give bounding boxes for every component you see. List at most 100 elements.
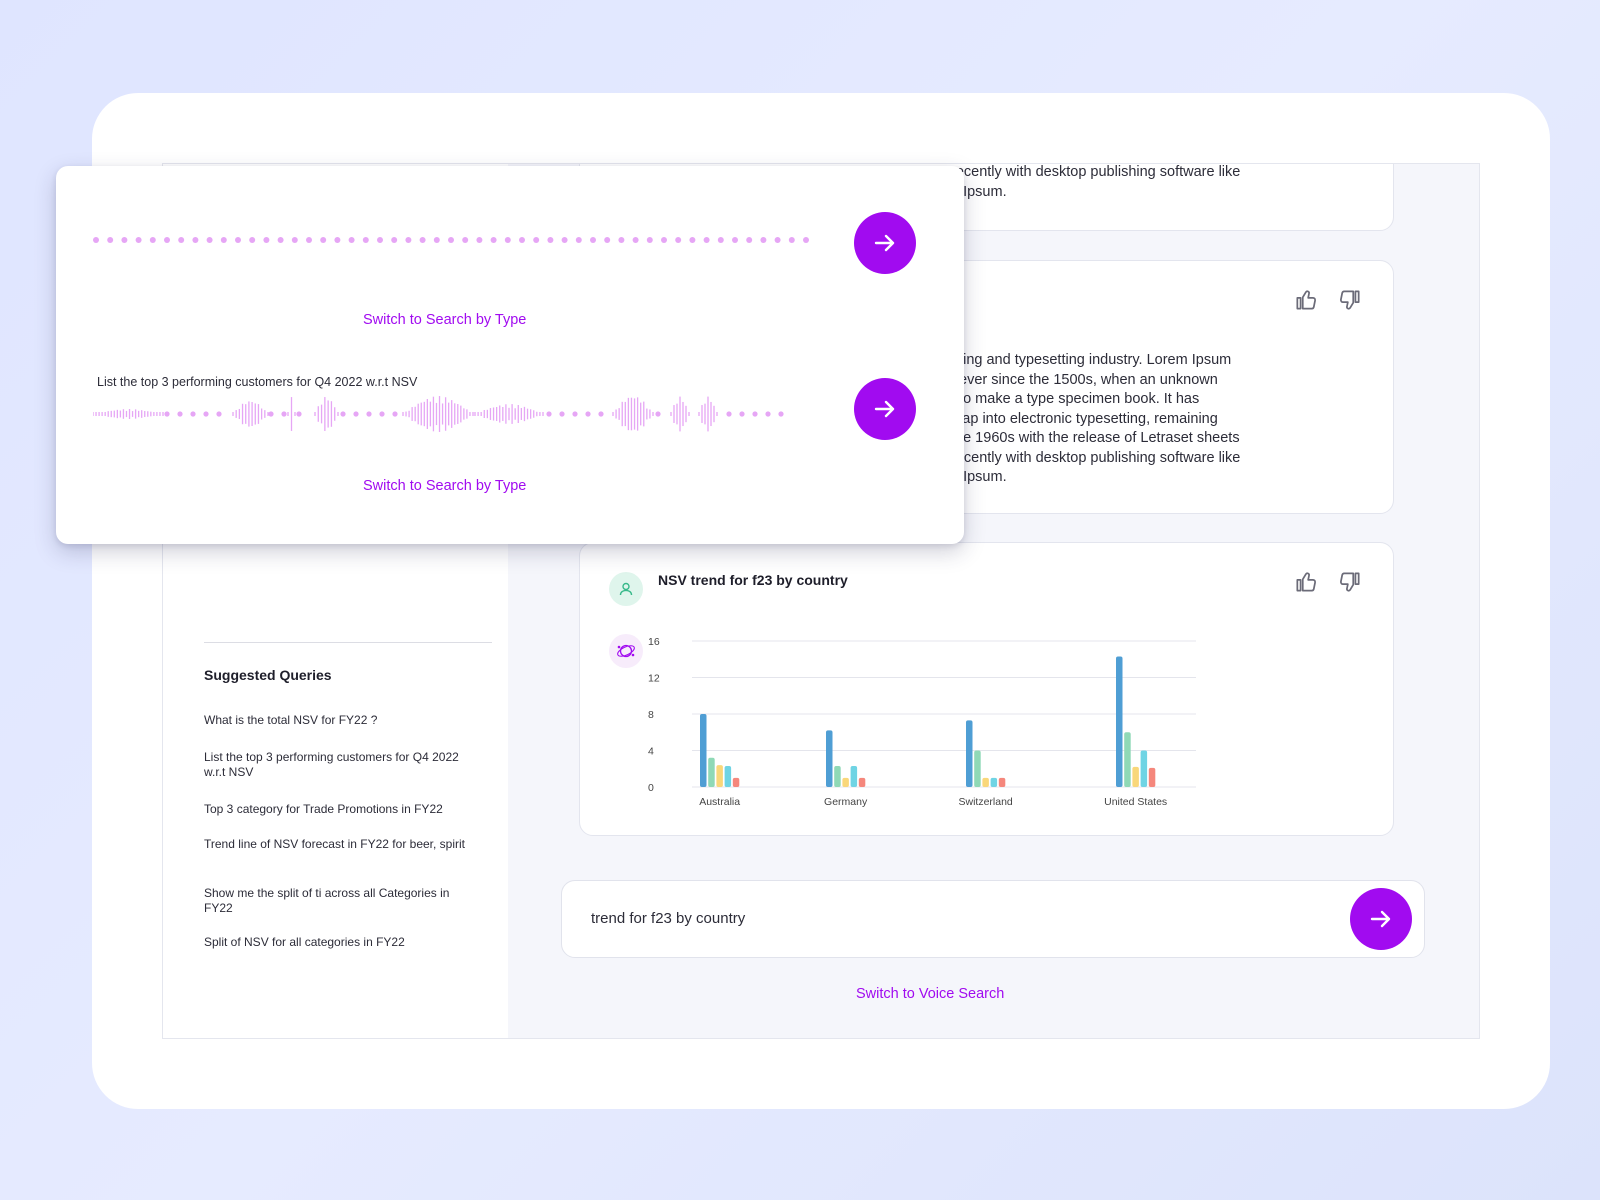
wave-dot: [765, 411, 771, 417]
wave-dot: [575, 237, 582, 243]
thumbs-down-icon[interactable]: [1337, 287, 1363, 313]
wave-dot: [504, 237, 511, 243]
bar: [724, 766, 732, 787]
voice-send-button[interactable]: [854, 212, 916, 274]
wave-dot: [379, 411, 385, 417]
suggested-query-item[interactable]: Top 3 category for Trade Promotions in F…: [204, 802, 443, 816]
response-text: recently with desktop publishing softwar…: [951, 164, 1241, 200]
bar: [842, 777, 849, 787]
voice-transcript: List the top 3 performing customers for …: [97, 375, 418, 389]
suggested-query-item[interactable]: What is the total NSV for FY22 ?: [204, 713, 378, 727]
switch-to-voice-search-link[interactable]: Switch to Voice Search: [856, 986, 1005, 1002]
wave-dot: [726, 411, 732, 417]
wave-dot: [263, 237, 270, 243]
voice-waveform-idle: [93, 237, 809, 243]
wave-dot: [490, 237, 497, 243]
wave-dot: [291, 237, 298, 243]
wave-dot: [675, 237, 682, 243]
wave-dot: [216, 411, 222, 417]
voice-search-panel: Switch to Search by Type List the top 3 …: [56, 166, 964, 544]
wave-dot: [717, 237, 724, 243]
chart-response-bubble: NSV trend for f23 by country 0 4 8 12 16 Aust…: [579, 542, 1394, 836]
wave-dot: [190, 411, 196, 417]
wave-dot: [739, 411, 745, 417]
y-tick-label: 12: [648, 673, 660, 685]
wave-dot: [135, 237, 142, 243]
wave-dot: [419, 237, 426, 243]
bar: [982, 777, 989, 787]
wave-dot: [689, 237, 696, 243]
user-avatar: [609, 572, 643, 606]
switch-to-search-by-type-link[interactable]: Switch to Search by Type: [363, 478, 527, 494]
wave-dot: [448, 237, 454, 243]
bot-avatar: [609, 634, 643, 668]
bar: [1116, 656, 1123, 787]
wave-dot: [177, 411, 183, 417]
wave-dot: [703, 237, 710, 243]
wave-dot: [655, 411, 661, 417]
bar: [850, 766, 858, 787]
wave-dot: [746, 237, 753, 243]
wave-dot: [391, 237, 398, 243]
bar: [716, 765, 723, 787]
wave-dot: [192, 237, 199, 243]
wave-dot: [598, 411, 604, 417]
wave-dot: [334, 237, 341, 243]
arrow-right-icon: [1370, 910, 1391, 928]
switch-to-search-by-type-link[interactable]: Switch to Search by Type: [363, 312, 527, 328]
wave-dot: [277, 237, 284, 243]
y-tick-label: 8: [648, 709, 654, 721]
voice-send-button[interactable]: [854, 378, 916, 440]
x-tick-label: Germany: [824, 796, 868, 808]
bar: [990, 777, 998, 787]
wave-dot: [366, 411, 372, 417]
wave-dot: [778, 411, 784, 417]
user-icon: [619, 582, 633, 596]
bar: [708, 757, 715, 787]
thumbs-up-icon[interactable]: [1293, 569, 1319, 595]
wave-dot: [203, 411, 209, 417]
wave-dot: [774, 237, 781, 243]
wave-dot: [235, 237, 241, 243]
nsv-bar-chart: 0 4 8 12 16 Australia Germany Switzerland United…: [648, 636, 1196, 808]
wave-dot: [93, 237, 99, 243]
bot-icon: [617, 644, 635, 658]
wave-dot: [618, 237, 625, 243]
wave-dot: [559, 411, 565, 417]
bar: [732, 777, 740, 787]
suggested-query-item[interactable]: List the top 3 performing customers for …: [204, 750, 459, 779]
bar: [858, 777, 866, 787]
wave-dot: [268, 411, 274, 417]
wave-dot: [340, 411, 346, 417]
wave-dot: [296, 411, 302, 417]
suggested-query-item[interactable]: Split of NSV for all categories in FY22: [204, 935, 405, 949]
wave-dot: [220, 237, 227, 243]
search-bar[interactable]: trend for f23 by country: [561, 880, 1425, 958]
wave-dot: [760, 237, 767, 243]
response-text: nting and typesetting industry. Lorem Ip…: [951, 352, 1241, 485]
bar: [1132, 766, 1139, 787]
wave-dot: [377, 237, 383, 243]
thumbs-up-icon[interactable]: [1293, 287, 1319, 313]
wave-dot: [547, 237, 554, 243]
x-tick-label: Australia: [699, 796, 740, 808]
wave-dot: [164, 237, 170, 243]
wave-dot: [121, 237, 128, 243]
wave-dot: [462, 237, 469, 243]
thumbs-down-icon[interactable]: [1337, 569, 1363, 595]
wave-dot: [281, 411, 287, 417]
wave-dot: [546, 411, 552, 417]
search-input[interactable]: trend for f23 by country: [591, 910, 746, 927]
voice-waveform-active: [93, 396, 784, 432]
bar: [974, 750, 981, 787]
bar: [700, 714, 707, 787]
suggested-query-item[interactable]: Trend line of NSV forecast in FY22 for b…: [204, 837, 466, 851]
wave-dot: [803, 237, 809, 243]
suggested-query-item[interactable]: Show me the split of ti across all Categ…: [204, 886, 450, 915]
sidebar-divider: [204, 642, 492, 643]
wave-dot: [107, 237, 114, 243]
bar: [998, 777, 1006, 787]
wave-dot: [206, 237, 213, 243]
send-button[interactable]: [1350, 888, 1412, 950]
wave-dot: [519, 237, 525, 243]
